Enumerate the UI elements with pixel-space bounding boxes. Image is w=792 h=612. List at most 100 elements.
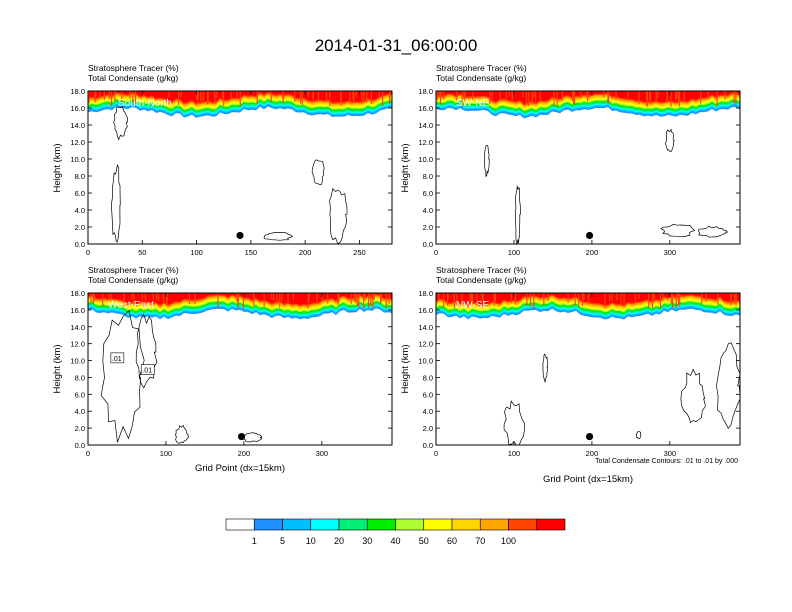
tracer-streak — [615, 91, 617, 101]
y-tick-label: 4.0 — [75, 206, 85, 215]
y-tick-label: 10.0 — [70, 155, 85, 164]
tracer-streak — [222, 91, 224, 98]
plot-background — [436, 91, 740, 244]
condensate-contour — [110, 163, 121, 243]
x-tick-label: 200 — [299, 248, 312, 257]
tracer-streak — [217, 293, 219, 308]
colorbar-swatch — [395, 518, 425, 531]
tracer-streak — [443, 293, 445, 308]
y-tick-label: 18.0 — [418, 87, 433, 96]
tracer-streak — [364, 293, 366, 300]
x-axis-label: Grid Point (dx=15km) — [543, 474, 633, 485]
tracer-streak — [616, 293, 618, 301]
tracer-streak — [489, 91, 491, 104]
tracer-streak — [188, 293, 191, 305]
tracer-streak — [152, 293, 154, 302]
tracer-streak — [329, 91, 331, 106]
tracer-streak — [587, 293, 590, 305]
tracer-streak — [553, 91, 555, 107]
tracer-streak — [511, 91, 514, 101]
tracer-streak — [447, 293, 449, 300]
tracer-streak — [168, 91, 170, 98]
tracer-streak — [95, 91, 97, 101]
x-tick-label: 300 — [316, 449, 329, 458]
colorbar-swatch — [225, 518, 255, 531]
tracer-streak — [578, 293, 580, 307]
tracer-streak — [194, 293, 196, 301]
tracer-streak — [308, 293, 310, 302]
colorbar-swatch — [451, 518, 481, 531]
condensate-contour — [311, 159, 325, 185]
tracer-streak — [131, 293, 133, 300]
tracer-streak — [356, 293, 358, 306]
tracer-streak — [436, 91, 438, 101]
tracer-streak — [683, 91, 685, 103]
tracer-streak — [155, 293, 158, 301]
tracer-streak — [608, 293, 611, 301]
panel-subtitle-tracer: Stratosphere Tracer (%) — [436, 63, 527, 73]
colorbar-label: 100 — [501, 536, 516, 546]
tracer-streak — [370, 293, 372, 306]
tracer-streak — [92, 293, 94, 304]
colorbar-label: 5 — [280, 536, 285, 546]
tracer-streak — [651, 293, 654, 309]
tracer-streak — [472, 293, 474, 302]
tracer-streak — [350, 293, 352, 304]
tracer-streak — [717, 293, 719, 305]
tracer-streak — [730, 293, 732, 301]
condensate-contour — [698, 226, 729, 238]
tracer-streak — [676, 91, 678, 99]
tracer-streak — [678, 91, 681, 107]
y-tick-label: 14.0 — [70, 323, 85, 332]
panel-nw-se: Stratosphere Tracer (%) Total Condensate… — [400, 265, 741, 485]
y-tick-label: 18.0 — [70, 289, 85, 298]
tracer-streak — [325, 91, 328, 103]
tracer-streak — [476, 293, 478, 301]
tracer-streak — [567, 293, 569, 303]
x-tick-label: 0 — [434, 248, 438, 257]
tracer-streak — [236, 91, 238, 98]
y-tick-label: 2.0 — [423, 223, 433, 232]
tracer-streak — [587, 91, 589, 102]
colorbar-swatch — [338, 518, 368, 531]
tracer-streak — [677, 293, 680, 307]
y-axis-label: Height (km) — [52, 344, 63, 393]
condensate-contour — [542, 353, 548, 384]
tracer-streak — [366, 91, 368, 103]
tracer-streak — [300, 91, 302, 104]
tracer-streak — [358, 293, 360, 308]
tracer-streak — [214, 91, 216, 102]
tracer-streak — [438, 293, 440, 301]
x-tick-label: 100 — [160, 449, 173, 458]
panel-subtitle-condensate: Total Condensate (g/kg) — [436, 275, 526, 285]
tracer-streak — [93, 293, 95, 302]
tracer-streak — [531, 91, 533, 106]
section-center-dot — [585, 432, 594, 441]
plot-frame — [87, 90, 393, 245]
y-tick-label: 4.0 — [423, 407, 433, 416]
tracer-streak — [338, 293, 340, 303]
panel-west-east: Stratosphere Tracer (%) Total Condensate… — [52, 265, 393, 474]
tracer-field — [436, 91, 740, 244]
y-tick-label: 0.0 — [75, 240, 85, 249]
tracer-streak — [133, 293, 135, 304]
tracer-streak — [141, 293, 143, 304]
x-tick-label: 200 — [586, 248, 599, 257]
x-tick-label: 100 — [508, 248, 521, 257]
tracer-streak — [580, 91, 582, 98]
tracer-streak — [281, 293, 283, 301]
condensate-contour — [135, 313, 158, 389]
condensate-contour — [175, 424, 190, 444]
colorbar-swatch — [508, 518, 538, 531]
x-tick-label: 100 — [190, 248, 203, 257]
tracer-streak — [321, 293, 323, 302]
condensate-contour — [635, 430, 642, 440]
tracer-streak — [716, 91, 718, 107]
y-tick-label: 12.0 — [418, 340, 433, 349]
y-tick-label: 8.0 — [423, 172, 433, 181]
tracer-streak — [674, 91, 677, 102]
tracer-streak — [252, 293, 254, 302]
tracer-streak — [242, 293, 245, 309]
x-tick-label: 250 — [353, 248, 366, 257]
panel-subtitle-tracer: Stratosphere Tracer (%) — [88, 265, 179, 275]
